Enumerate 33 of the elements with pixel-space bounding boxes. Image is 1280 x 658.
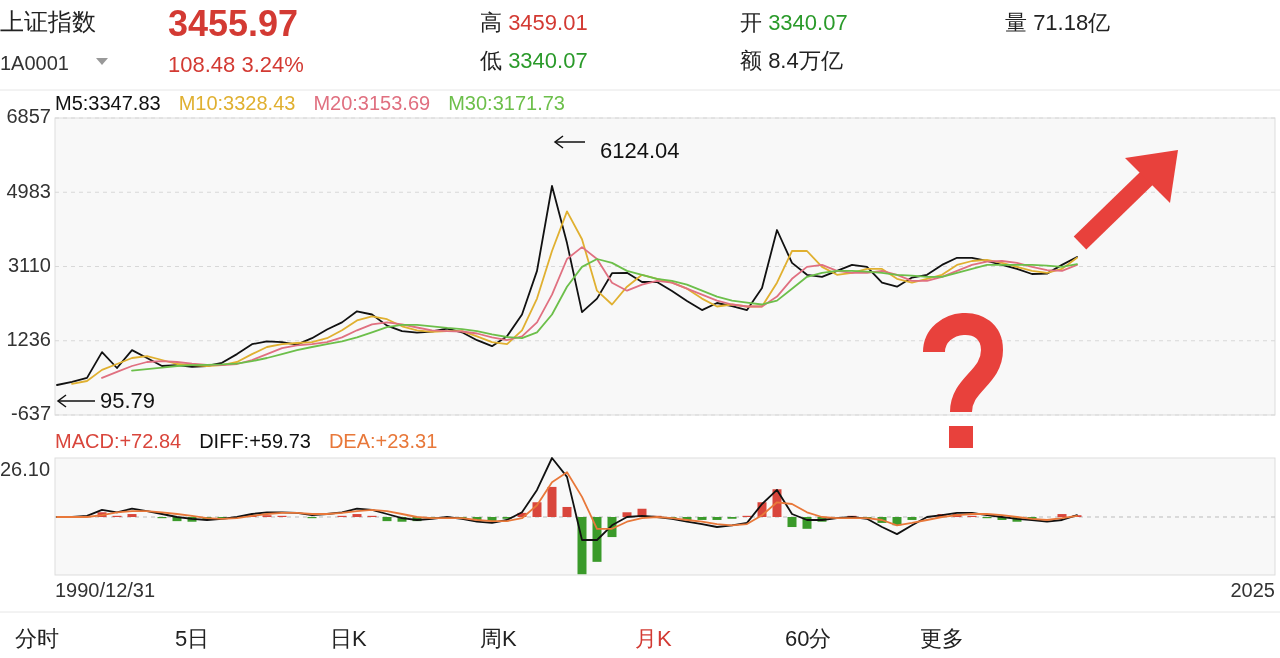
- text: 量 71.18亿: [1005, 10, 1111, 35]
- text: 高 3459.01: [480, 10, 588, 35]
- y-tick-label: 4983: [6, 179, 51, 202]
- text: 月K: [635, 626, 672, 651]
- text: M30:3171.73: [448, 92, 565, 114]
- y-tick-label: -637: [10, 402, 51, 425]
- text: 60分: [785, 626, 832, 651]
- text: M10:3328.43: [178, 92, 296, 114]
- text: 周K: [480, 626, 517, 651]
- y-tick-label: 6857: [6, 105, 51, 128]
- text: 1A0001: [0, 52, 69, 74]
- text: DIFF:+59.73: [199, 430, 311, 452]
- text: M5:3347.83: [55, 92, 161, 114]
- text: 额 8.4万亿: [740, 48, 843, 73]
- text: MACD:+72.84: [55, 430, 182, 452]
- y-tick-label: 3110: [7, 253, 51, 276]
- text: 上证指数: [0, 8, 96, 35]
- text: 5日: [175, 626, 210, 651]
- text: 开 3340.07: [740, 10, 848, 35]
- annotation: 26.10: [0, 458, 51, 480]
- annotation: 95.79: [100, 388, 156, 413]
- text: 108.48 3.24%: [168, 52, 304, 77]
- text: 更多: [920, 626, 964, 651]
- y-tick-label: 1236: [6, 328, 51, 351]
- text: 分时: [15, 626, 59, 651]
- text: DEA:+23.31: [328, 430, 438, 452]
- text: 3455.97: [168, 3, 299, 44]
- text: 日K: [330, 626, 367, 651]
- text: M20:3153.69: [313, 92, 431, 114]
- annotation: 6124.04: [600, 138, 680, 163]
- text: 1990/12/31: [55, 579, 156, 601]
- text: 2025: [1230, 579, 1275, 601]
- text: 低 3340.07: [480, 48, 588, 73]
